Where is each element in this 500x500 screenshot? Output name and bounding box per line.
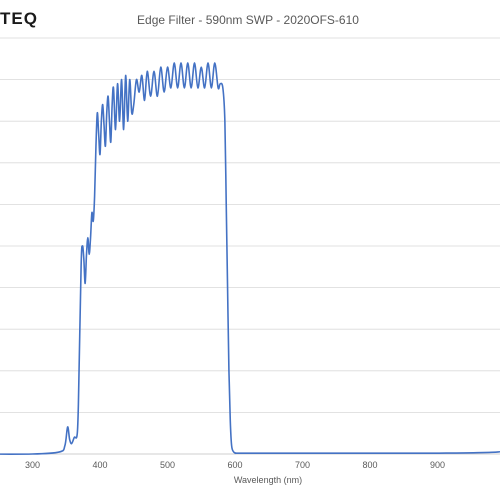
gridlines [0, 37, 500, 455]
x-tick-label: 300 [25, 460, 40, 470]
x-tick-label: 600 [227, 460, 242, 470]
x-tick-labels: 300 400 500 600 700 800 900 [25, 460, 445, 470]
brand-logo: TEQ [0, 9, 38, 28]
x-tick-label: 400 [92, 460, 107, 470]
x-tick-label: 900 [430, 460, 445, 470]
series-line-0 [0, 62, 500, 455]
x-axis-title: Wavelength (nm) [234, 475, 302, 485]
x-tick-label: 800 [362, 460, 377, 470]
x-tick-label: 700 [295, 460, 310, 470]
x-tick-label: 500 [160, 460, 175, 470]
chart-title: Edge Filter - 590nm SWP - 2020OFS-610 [137, 13, 359, 27]
series-layer [0, 62, 500, 455]
